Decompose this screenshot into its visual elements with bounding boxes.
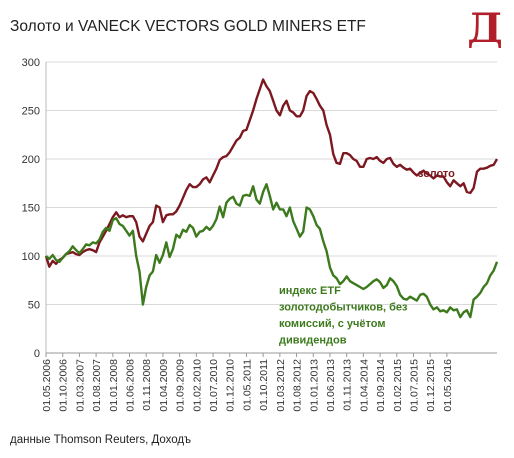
- y-tick-label: 150: [22, 203, 40, 215]
- x-tick-label: 01.08.2007: [91, 359, 103, 412]
- y-tick-label: 200: [22, 154, 40, 166]
- x-tick-label: 01.07.2015: [408, 359, 420, 412]
- x-tick-label: 01.12.2010: [225, 359, 237, 412]
- x-tick-label: 01.09.2009: [175, 359, 187, 412]
- publisher-logo: Д: [467, 5, 503, 48]
- gold-series-label: золото: [418, 168, 455, 180]
- x-tick-label: 01.06.2008: [125, 359, 137, 412]
- x-tick-label: 01.11.2008: [141, 359, 153, 411]
- y-tick-label: 300: [22, 57, 40, 69]
- etf-series-label-line: индекс ETF: [279, 285, 341, 297]
- x-tick-label: 01.11.2013: [342, 359, 354, 411]
- x-tick-label: 01.01.2013: [308, 359, 320, 412]
- x-tick-label: 01.07.2010: [208, 359, 220, 412]
- etf-series-label-line: золотодобытчиков, без: [279, 302, 408, 314]
- x-tick-label: 01.05.2011: [241, 359, 253, 411]
- x-tick-label: 01.01.2008: [108, 359, 120, 412]
- x-tick-label: 01.06.2013: [325, 359, 337, 412]
- x-tick-label: 01.10.2006: [58, 359, 70, 412]
- chart-title: Золото и VANECK VECTORS GOLD MINERS ETF: [10, 18, 366, 35]
- y-tick-label: 100: [22, 251, 40, 263]
- series-lines: [44, 78, 499, 319]
- x-tick-label: 01.04.2014: [358, 359, 370, 412]
- x-tick-label: 01.02.2015: [392, 359, 404, 412]
- source-note: данные Thomson Reuters, Доходъ: [10, 434, 192, 446]
- etf-series-label-line: комиссий, с учётом: [279, 318, 385, 330]
- x-tick-label: 01.12.2015: [425, 359, 437, 412]
- y-tick-label: 250: [22, 106, 40, 118]
- y-axis: 0 50 100 150 200 250 300: [22, 57, 47, 360]
- etf-series-label-line: дивидендов: [279, 335, 347, 347]
- logo-letter: Д: [467, 5, 503, 48]
- x-tick-label: 01.08.2012: [292, 359, 304, 412]
- x-tick-label: 01.03.2012: [275, 359, 287, 412]
- x-axis: 01.05.2006 01.10.2006 01.03.2007 01.08.2007…: [41, 352, 497, 412]
- y-tick-label: 50: [28, 300, 40, 312]
- gold-series-line: [44, 78, 499, 268]
- x-tick-label: 01.03.2007: [74, 359, 86, 412]
- etf-series-line: [45, 182, 499, 319]
- x-tick-label: 01.04.2009: [158, 359, 170, 412]
- series-labels: золото индекс ETF золотодобытчиков, без ком…: [279, 168, 455, 347]
- x-tick-label: 01.02.2010: [191, 359, 203, 412]
- x-tick-label: 01.05.2006: [41, 359, 53, 412]
- y-tick-label: 0: [34, 348, 40, 360]
- x-tick-label: 01.05.2016: [442, 359, 454, 412]
- x-tick-label: 01.09.2014: [375, 359, 387, 412]
- x-tick-label: 01.10.2011: [258, 359, 270, 411]
